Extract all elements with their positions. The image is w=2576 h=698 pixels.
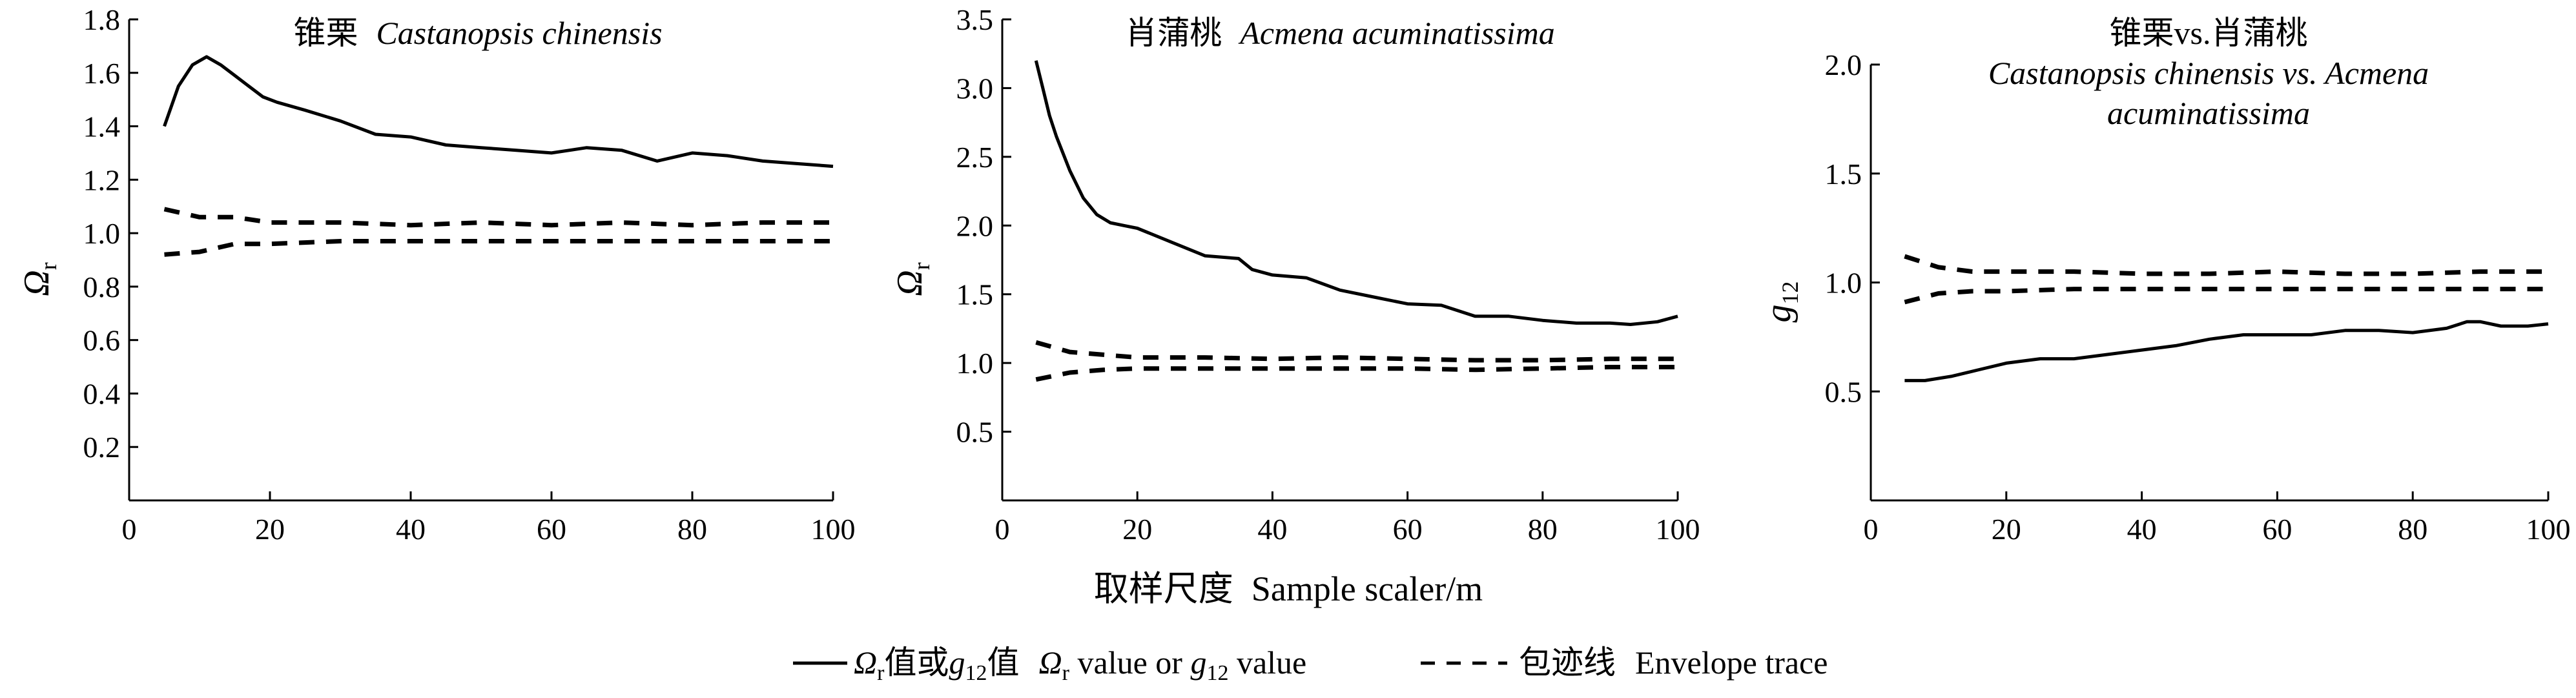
series-line-envelope-2	[164, 239, 833, 257]
y-tick-label: 0.2	[83, 431, 121, 464]
y-tick-label: 1.2	[83, 163, 121, 196]
y-tick-label: 0.6	[83, 324, 121, 357]
chart-title: 锥栗 Castanopsis chinensis	[293, 15, 662, 51]
x-tick-label: 60	[1393, 513, 1423, 546]
y-axis-label: g12	[1758, 282, 1803, 323]
y-tick-label: 1.0	[956, 347, 994, 380]
x-tick-label: 100	[2526, 513, 2571, 546]
chart-title: 肖蒲桃 Acmena acuminatissima	[1125, 15, 1554, 51]
y-tick-label: 3.5	[956, 3, 994, 36]
chart-panel-3: 0 20 40 60 80 100 0.5 1.0 1.5 2.0 g12 锥栗vs.肖蒲桃 Casta…	[1758, 15, 2571, 546]
series-line-omega	[1904, 320, 2549, 382]
y-tick-label: 1.0	[1825, 267, 1862, 300]
y-tick-label: 2.0	[1825, 48, 1862, 81]
series-line-envelope-1	[163, 207, 833, 228]
x-axis-label-cn: 取样尺度	[1094, 570, 1233, 608]
y-tick-label: 1.8	[83, 3, 121, 36]
y-tick-label: 0.5	[1825, 375, 1862, 408]
x-tick-label: 20	[1992, 513, 2021, 546]
chart-panel-1: 0 20 40 60 80 100 0.2 0.4 0.6 0.8 1.0 1.2 1.4 1.6 1.8 Ω…	[17, 3, 856, 546]
series-line-envelope-1	[1904, 254, 2548, 276]
series-line-omega	[1034, 60, 1678, 326]
y-tick-label: 1.5	[956, 278, 994, 311]
x-tick-label: 100	[1656, 513, 1700, 546]
y-tick-label: 2.5	[956, 141, 994, 174]
y-tick-label: 1.4	[83, 110, 121, 143]
y-tick-label: 3.0	[956, 72, 994, 105]
legend-dashed-label: 包迹线 Envelope trace	[1519, 644, 1828, 681]
x-tick-label: 40	[2127, 513, 2157, 546]
chart-title: 锥栗vs.肖蒲桃	[2110, 15, 2308, 51]
chart-title-latin-2: acuminatissima	[2107, 95, 2310, 131]
x-tick-label: 20	[255, 513, 285, 546]
legend-solid-label: Ωr值或g12值 Ωr value or g12 value	[854, 644, 1306, 685]
series-line-omega	[163, 55, 834, 169]
y-axis-label: Ωr	[17, 262, 61, 296]
series-line-envelope-2	[1035, 365, 1678, 382]
x-tick-label: 40	[1257, 513, 1287, 546]
x-tick-label: 60	[2262, 513, 2292, 546]
y-tick-label: 1.6	[83, 57, 121, 90]
x-tick-label: 60	[537, 513, 566, 546]
x-axis-label-en: Sample scaler/m	[1252, 570, 1483, 608]
legend: Ωr值或g12值 Ωr value or g12 value 包迹线 Envelop…	[793, 644, 1828, 685]
x-tick-label: 0	[1864, 513, 1879, 546]
y-tick-label: 1.5	[1825, 158, 1862, 190]
series-line-envelope-2	[1904, 287, 2548, 305]
x-tick-label: 0	[995, 513, 1010, 546]
x-tick-label: 0	[122, 513, 137, 546]
y-axis-label: Ωr	[890, 262, 934, 296]
y-tick-label: 0.5	[956, 416, 994, 449]
x-tick-label: 80	[1528, 513, 1558, 546]
x-tick-label: 100	[811, 513, 856, 546]
y-tick-label: 2.0	[956, 209, 994, 242]
x-tick-label: 40	[396, 513, 426, 546]
x-axis-label: 取样尺度 Sample scaler/m	[1094, 570, 1483, 608]
x-tick-label: 80	[2398, 513, 2427, 546]
x-tick-label: 20	[1122, 513, 1152, 546]
x-tick-label: 80	[677, 513, 707, 546]
y-tick-label: 0.4	[83, 377, 121, 410]
y-tick-label: 1.0	[83, 217, 121, 250]
chart-panel-2: 0 20 40 60 80 100 0.5 1.0 1.5 2.0 2.5 3.0 3.5 Ωr 肖蒲桃 Ac…	[890, 3, 1700, 546]
chart-title-latin: Castanopsis chinensis vs. Acmena	[1988, 55, 2429, 91]
series-line-envelope-1	[1035, 340, 1678, 363]
y-tick-label: 0.8	[83, 271, 121, 303]
